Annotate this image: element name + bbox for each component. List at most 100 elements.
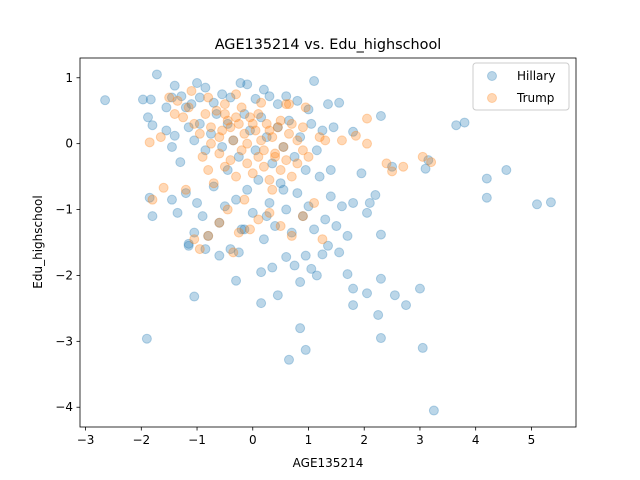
data-point (233, 118, 244, 129)
data-point (161, 102, 172, 113)
data-point (219, 99, 230, 110)
data-point (348, 300, 359, 311)
data-point (292, 135, 303, 146)
data-point (211, 109, 222, 120)
data-point (200, 109, 211, 120)
legend-label-trump: Trump (516, 91, 554, 105)
data-point (300, 102, 311, 113)
x-axis: −3 −2 −1 0 1 2 3 4 5 (77, 427, 535, 447)
data-point (169, 80, 180, 91)
data-point (239, 224, 250, 235)
data-point (208, 181, 219, 192)
data-point (281, 252, 292, 262)
data-point (175, 157, 186, 168)
data-point (147, 211, 158, 222)
data-point (144, 137, 155, 148)
data-point (244, 125, 255, 136)
data-point (214, 132, 225, 143)
x-tick-label: −2 (132, 433, 150, 447)
data-point (236, 102, 247, 113)
data-point (253, 214, 264, 225)
data-point (283, 99, 294, 110)
data-point (398, 161, 409, 172)
data-point (275, 178, 286, 189)
data-point (176, 91, 187, 102)
data-point (375, 229, 386, 240)
x-tick-label: 3 (416, 433, 424, 447)
data-point (214, 217, 225, 228)
data-point (183, 238, 194, 249)
data-point (303, 151, 314, 162)
data-point (228, 135, 239, 146)
data-point (292, 158, 303, 169)
data-point (300, 250, 311, 261)
data-point (297, 122, 308, 133)
data-point (375, 110, 386, 121)
data-point (303, 201, 314, 212)
data-point (272, 99, 283, 110)
data-point (272, 122, 283, 133)
data-point (264, 174, 275, 185)
data-point (233, 227, 244, 238)
data-point (401, 300, 412, 311)
data-point (214, 250, 225, 261)
data-point (205, 128, 216, 139)
data-point (314, 132, 325, 143)
data-point (203, 92, 214, 103)
data-point (208, 97, 219, 108)
data-point (203, 230, 214, 241)
chart-title: AGE135214 vs. Edu_highschool (215, 37, 442, 53)
data-point (317, 234, 328, 245)
data-point (348, 283, 359, 294)
data-point (217, 141, 228, 152)
data-point (231, 112, 242, 123)
data-point (283, 115, 294, 126)
data-point (233, 247, 244, 258)
x-tick-label: 2 (360, 433, 368, 447)
data-point (256, 298, 267, 309)
y-axis-label: Edu_highschool (31, 195, 45, 288)
x-axis-label: AGE135214 (293, 456, 364, 470)
data-point (270, 151, 281, 162)
data-point (375, 273, 386, 284)
data-point (381, 158, 392, 169)
data-point (267, 184, 278, 195)
plot-frame (79, 57, 577, 428)
data-point (242, 138, 253, 149)
data-point (311, 145, 322, 156)
data-point (336, 201, 347, 212)
data-point (203, 230, 214, 241)
data-point (178, 112, 189, 123)
data-point (141, 333, 152, 344)
data-point (189, 118, 200, 129)
data-point (297, 145, 308, 156)
data-point (158, 182, 169, 193)
data-point (501, 165, 512, 176)
data-point (264, 197, 275, 208)
data-point (200, 244, 211, 255)
data-point (183, 240, 194, 251)
data-point (356, 168, 367, 179)
data-point (283, 354, 294, 365)
data-point (247, 168, 258, 179)
data-point (189, 227, 200, 238)
data-point (166, 141, 177, 152)
data-point (219, 201, 230, 212)
data-point (328, 122, 339, 133)
data-point (222, 118, 233, 129)
data-point (370, 190, 381, 201)
data-point (545, 197, 556, 208)
data-point (364, 197, 375, 208)
data-point (414, 283, 425, 294)
data-point (250, 145, 261, 156)
data-point (375, 333, 386, 344)
data-point (180, 188, 191, 199)
legend-marker-trump (487, 93, 497, 103)
x-tick-label: −3 (77, 433, 95, 447)
data-point (192, 78, 203, 89)
data-point (417, 151, 428, 162)
data-point (242, 79, 253, 90)
y-tick-label: 1 (65, 71, 73, 85)
data-point (225, 122, 236, 133)
